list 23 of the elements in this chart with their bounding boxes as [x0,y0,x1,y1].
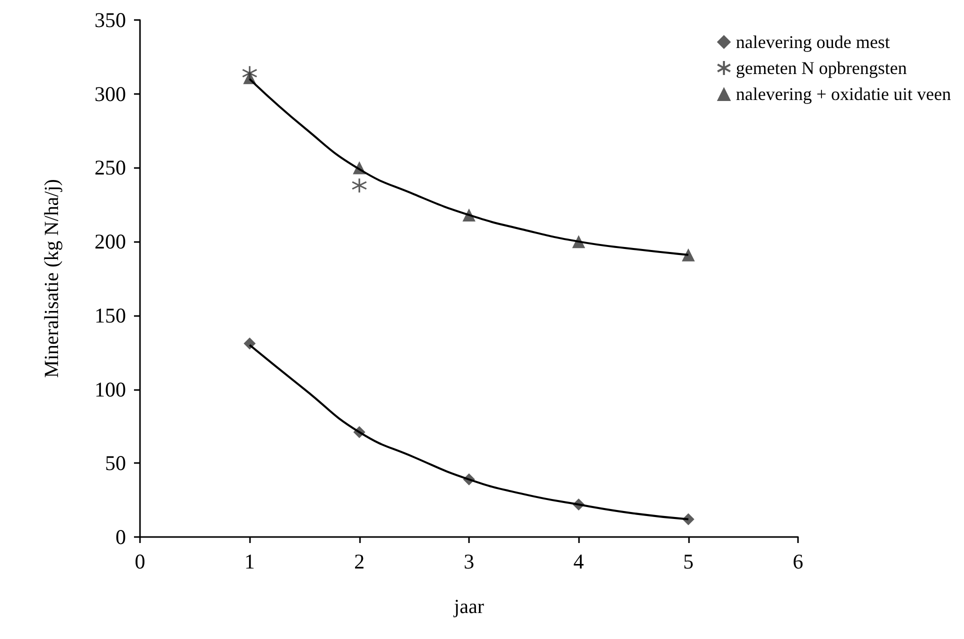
x-tick-label: 4 [573,550,584,574]
legend-label: nalevering oude mest [736,32,890,52]
x-tick-label: 1 [244,550,255,574]
point [244,337,256,350]
x-tick-label: 3 [464,550,474,574]
legend-label: nalevering + oxidatie uit veen [736,84,951,104]
x-tick-label: 0 [134,550,146,574]
y-tick-label: 0 [116,525,126,549]
x-tick-label: 2 [354,550,365,574]
x-axis-title: jaar [453,596,484,618]
y-tick-label: 200 [94,230,126,254]
point [352,178,368,194]
y-tick-label: 100 [94,377,126,402]
legend-label: gemeten N opbrengsten [736,58,907,78]
y-tick-label: 150 [94,303,126,328]
x-tick-label: 5 [683,550,694,574]
y-tick-label: 50 [105,451,126,476]
y-tick-label: 350 [94,8,126,32]
point [682,248,695,262]
x-tick-label: 6 [792,550,804,574]
y-tick-label: 250 [94,156,126,180]
y-tick-label: 300 [94,82,126,106]
y-axis-title: Mineralisatie (kg N/ha/j) [41,179,63,378]
